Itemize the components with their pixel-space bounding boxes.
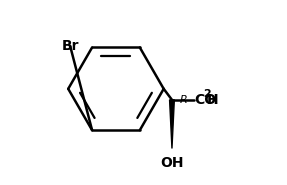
Text: Br: Br [62,39,79,53]
Text: OH: OH [160,156,184,170]
Polygon shape [170,100,174,149]
Text: 2: 2 [203,89,211,99]
Text: H: H [207,93,218,107]
Text: CO: CO [194,93,216,107]
Text: R: R [179,95,187,105]
